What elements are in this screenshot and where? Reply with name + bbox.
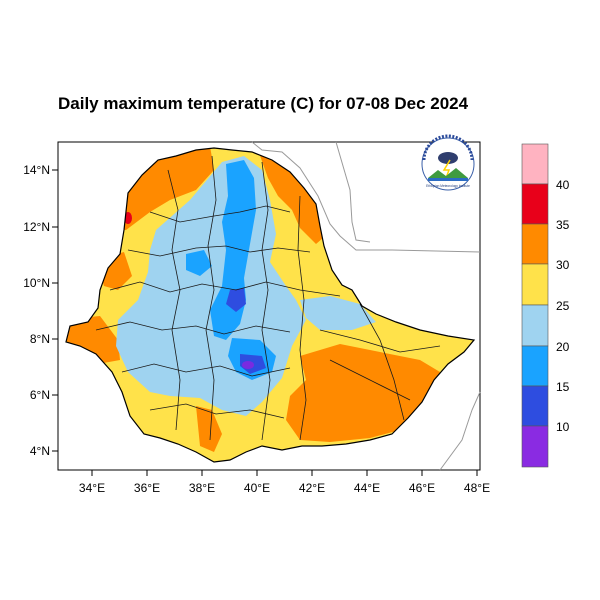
y-axis — [52, 169, 58, 452]
legend-label: 20 — [556, 340, 570, 354]
legend-label: 35 — [556, 218, 570, 232]
neighbor-borders — [251, 141, 481, 471]
region-orange-south — [196, 406, 222, 452]
x-tick-label: 44°E — [354, 481, 380, 495]
legend-bin — [521, 385, 549, 427]
legend-bin — [521, 143, 549, 185]
legend-label: 40 — [556, 178, 570, 192]
x-tick-label: 38°E — [189, 481, 215, 495]
y-tick-label: 10°N — [23, 276, 50, 290]
map-title: Daily maximum temperature (C) for 07-08 … — [58, 94, 469, 113]
country-outline — [65, 147, 476, 463]
region-blue-west — [186, 250, 212, 276]
y-tick-label: 12°N — [23, 220, 50, 234]
x-tick-label: 36°E — [134, 481, 160, 495]
logo-caption: Ethiopian Meteorology Institute — [426, 184, 470, 188]
x-tick-label: 48°E — [464, 481, 490, 495]
legend-label: 15 — [556, 380, 570, 394]
y-tick-labels: 14°N 12°N 10°N 8°N 6°N 4°N — [23, 163, 50, 458]
x-tick-label: 40°E — [244, 481, 270, 495]
legend-colorbar — [521, 143, 549, 468]
legend-bin — [521, 425, 549, 468]
institute-logo: Ethiopian Meteorology Institute — [421, 134, 475, 191]
y-tick-label: 14°N — [23, 163, 50, 177]
y-tick-label: 8°N — [30, 332, 50, 346]
admin-borders — [95, 155, 441, 441]
cloud-icon — [438, 152, 458, 164]
legend-bin — [521, 304, 549, 347]
legend-label: 30 — [556, 258, 570, 272]
x-tick-labels: 34°E 36°E 38°E 40°E 42°E 44°E 46°E 48°E — [79, 481, 490, 495]
legend-bin — [521, 223, 549, 265]
y-tick-label: 4°N — [30, 444, 50, 458]
legend-label: 25 — [556, 299, 570, 313]
x-tick-label: 46°E — [409, 481, 435, 495]
legend-bin — [521, 263, 549, 306]
region-lightblue-east — [300, 296, 376, 330]
x-tick-label: 42°E — [299, 481, 325, 495]
legend-labels: 40 35 30 25 20 15 10 — [556, 178, 570, 434]
region-orange-northeast — [258, 150, 330, 244]
region-darkblue-core — [226, 288, 246, 312]
legend-bin — [521, 345, 549, 387]
x-tick-label: 34°E — [79, 481, 105, 495]
legend-bin — [521, 183, 549, 225]
legend-label: 10 — [556, 420, 570, 434]
region-purple-spot — [242, 361, 254, 369]
y-tick-label: 6°N — [30, 388, 50, 402]
hills-icon — [428, 168, 468, 178]
x-axis — [91, 470, 478, 476]
lightning-icon — [442, 159, 451, 179]
region-orange-southeast — [286, 344, 440, 442]
